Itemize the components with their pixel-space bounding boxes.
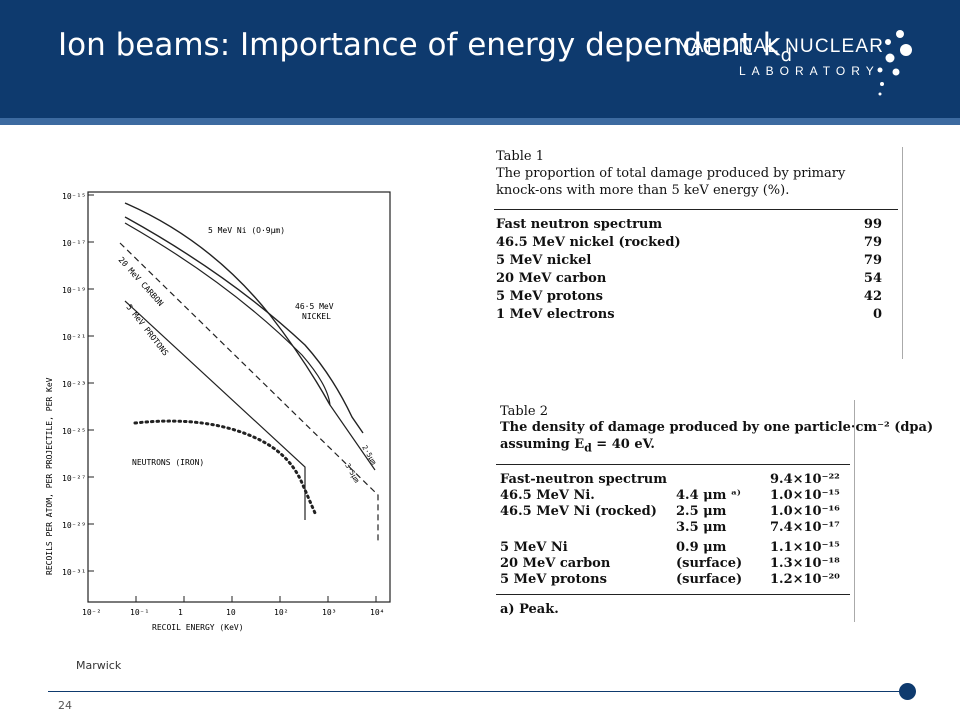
page-number: 24 bbox=[58, 699, 72, 712]
curve-5mev-ni bbox=[124, 202, 331, 406]
table1-caption: Table 1 bbox=[496, 149, 544, 164]
table-2-damage-density: Table 2 The density of damage produced b… bbox=[480, 398, 933, 622]
table2-scan-edge bbox=[854, 400, 855, 622]
curve-5mev-protons bbox=[124, 300, 306, 520]
table2-row-value: 9.4×10⁻²² bbox=[770, 472, 840, 487]
table1-row-value: 42 bbox=[863, 289, 882, 304]
table1-row-label: 5 MeV nickel bbox=[496, 253, 592, 268]
table1-row-value: 79 bbox=[863, 235, 882, 250]
curve-neutrons-iron bbox=[133, 419, 317, 515]
table2-caption: Table 2 bbox=[500, 404, 548, 419]
table1-row-label: 5 MeV protons bbox=[496, 289, 603, 304]
table1-row-value: 54 bbox=[863, 271, 882, 286]
table1-title-line2: knock-ons with more than 5 keV energy (%… bbox=[496, 183, 790, 198]
logo-text-line2: LABORATORY bbox=[739, 64, 880, 78]
table1-title-line1: The proportion of total damage produced … bbox=[496, 166, 846, 181]
table2-row-depth: 2.5 μm bbox=[676, 504, 727, 519]
table2-row-value: 1.2×10⁻²⁰ bbox=[770, 572, 840, 587]
table2-row-value: 7.4×10⁻¹⁷ bbox=[770, 520, 840, 535]
table2-row-value: 1.3×10⁻¹⁸ bbox=[770, 556, 840, 571]
label-3-5um: 3·5μm bbox=[343, 462, 360, 484]
label-2-5um: 2·5μm bbox=[360, 444, 377, 466]
curve-20mev-carbon bbox=[119, 242, 379, 543]
table1-row-value: 79 bbox=[863, 253, 882, 268]
table2-row-value: 1.1×10⁻¹⁵ bbox=[770, 540, 840, 555]
x-tick-label: 10⁻² bbox=[82, 608, 101, 617]
y-tick-label: 10⁻²⁷ bbox=[62, 474, 86, 483]
table2-row-label: Fast-neutron spectrum bbox=[500, 472, 667, 487]
footer-dot-icon bbox=[899, 683, 916, 700]
footer-rule bbox=[48, 691, 908, 692]
label-nickel: NICKEL bbox=[302, 312, 331, 321]
table2-row-label: 46.5 MeV Ni. bbox=[500, 488, 595, 503]
x-tick-label: 10 bbox=[226, 608, 236, 617]
table2-row-label: 5 MeV protons bbox=[500, 572, 607, 587]
table2-title-line1: The density of damage produced by one pa… bbox=[500, 420, 934, 435]
table1-row-label: 46.5 MeV nickel (rocked) bbox=[496, 235, 681, 250]
x-tick-label: 10⁻¹ bbox=[130, 608, 149, 617]
slide-title-subscript: d bbox=[780, 45, 793, 66]
table2-row-value: 1.0×10⁻¹⁵ bbox=[770, 488, 840, 503]
y-tick-label: 10⁻²⁵ bbox=[62, 427, 86, 436]
slide-title-text: Ion beams: Importance of energy dependen… bbox=[58, 27, 781, 63]
table1-scan-edge bbox=[902, 147, 903, 359]
table2-rule-top bbox=[496, 464, 850, 465]
y-tick-label: 10⁻³¹ bbox=[62, 568, 86, 577]
x-tick-label: 10³ bbox=[322, 608, 336, 617]
y-tick-label: 10⁻²¹ bbox=[62, 333, 86, 342]
slide-title: Ion beams: Importance of energy dependen… bbox=[58, 26, 792, 75]
table2-row-depth: (surface) bbox=[676, 556, 743, 571]
header-accent-strip bbox=[0, 118, 960, 125]
logo-dots-icon bbox=[877, 30, 912, 96]
label-46-5mev-a: 46·5 MeV bbox=[295, 302, 334, 311]
slide-header bbox=[0, 0, 960, 118]
curve-46-5mev-nickel bbox=[124, 216, 364, 434]
x-tick-label: 10² bbox=[274, 608, 288, 617]
y-tick-label: 10⁻¹⁵ bbox=[62, 192, 86, 201]
table2-rule-bottom bbox=[496, 594, 850, 595]
table2-row-label: 46.5 MeV Ni (rocked) bbox=[500, 504, 657, 519]
table2-row-depth: 4.4 μm ᵃ⁾ bbox=[676, 488, 741, 503]
table2-row-label: 5 MeV Ni bbox=[500, 540, 568, 555]
x-axis-label: RECOIL ENERGY (KeV) bbox=[152, 623, 244, 632]
y-tick-label: 10⁻²³ bbox=[62, 380, 86, 389]
x-tick-label: 1 bbox=[178, 608, 183, 617]
table2-row-depth: (surface) bbox=[676, 572, 743, 587]
y-tick-label: 10⁻²⁹ bbox=[62, 521, 86, 530]
table-1-damage-proportion: Table 1 The proportion of total damage p… bbox=[486, 143, 904, 359]
table1-row-label: 20 MeV carbon bbox=[496, 271, 607, 286]
label-20mev-carbon: 20 MeV CARBON bbox=[117, 255, 166, 308]
table1-row-value: 99 bbox=[863, 217, 882, 232]
y-axis-label: RECOILS PER ATOM, PER PROJECTILE, PER Ke… bbox=[45, 377, 54, 575]
x-tick-label: 10⁴ bbox=[370, 608, 384, 617]
table2-row-value: 1.0×10⁻¹⁶ bbox=[770, 504, 840, 519]
table1-row-label: Fast neutron spectrum bbox=[496, 217, 663, 232]
table1-row-label: 1 MeV electrons bbox=[496, 307, 615, 322]
table2-footnote: a) Peak. bbox=[500, 602, 559, 617]
table2-row-depth: 3.5 μm bbox=[676, 520, 727, 535]
label-5mev-ni: 5 MeV Ni (O·9μm) bbox=[208, 226, 285, 235]
source-credit: Marwick bbox=[76, 659, 122, 672]
table1-rule-top bbox=[494, 209, 898, 210]
y-tick-label: 10⁻¹⁹ bbox=[62, 286, 86, 295]
label-5mev-protons: 5 MeV PROTONS bbox=[124, 303, 170, 358]
curve-46-5mev-rocked bbox=[124, 222, 376, 471]
table2-title-line2: assuming Ed = 40 eV. bbox=[500, 437, 655, 455]
table1-row-value: 0 bbox=[872, 307, 882, 322]
recoil-spectrum-figure: 10⁻¹⁵ 10⁻¹⁷ 10⁻¹⁹ 10⁻²¹ 10⁻²³ 10⁻²⁵ 10⁻²⁷ 10⁻²⁹… bbox=[45, 191, 391, 632]
y-tick-label: 10⁻¹⁷ bbox=[62, 239, 86, 248]
label-neutrons-iron: NEUTRONS (IRON) bbox=[132, 458, 204, 467]
table2-row-depth: 0.9 μm bbox=[676, 540, 727, 555]
table2-row-label: 20 MeV carbon bbox=[500, 556, 611, 571]
logo-text-line1: NATIONAL NUCLEAR bbox=[676, 36, 885, 57]
